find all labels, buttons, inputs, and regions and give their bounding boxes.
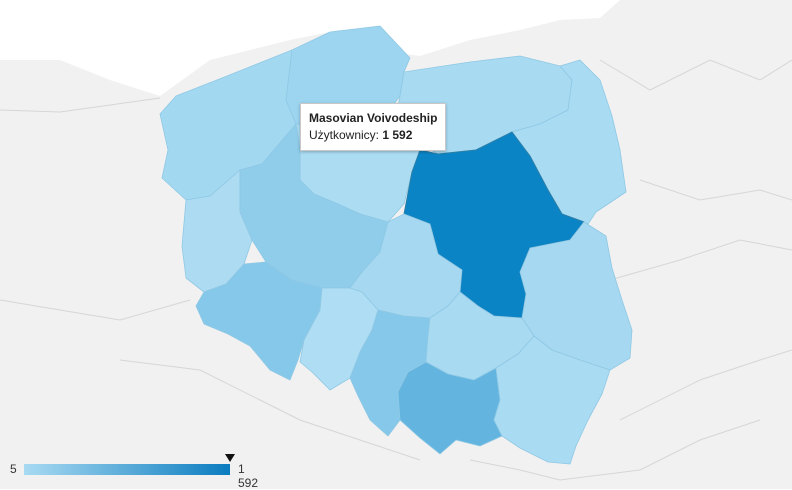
border-czech-slovakia — [119, 359, 421, 461]
border-lithuania — [599, 59, 792, 91]
legend-max-label: 1 592 — [238, 462, 259, 490]
legend-value-marker-icon — [225, 454, 235, 462]
border-slovakia-hungary — [469, 419, 761, 481]
region-lesser-poland[interactable] — [397, 361, 503, 455]
border-germany-north — [0, 97, 161, 113]
region-tooltip: Masovian Voivodeship Użytkownicy: 1 592 — [300, 103, 447, 151]
border-ukraine-south — [619, 349, 792, 421]
tooltip-title: Masovian Voivodeship — [309, 111, 438, 125]
region-subcarpathian[interactable] — [493, 335, 611, 465]
tooltip-metric-value: 1 592 — [382, 128, 413, 142]
legend-min-label: 5 — [10, 462, 17, 476]
legend-gradient-bar — [24, 464, 230, 475]
tooltip-metric-row: Użytkownicy: 1 592 — [309, 127, 437, 144]
border-ukraine-north — [609, 239, 792, 281]
region-lower-silesian[interactable] — [195, 261, 323, 381]
border-belarus — [639, 179, 792, 201]
tooltip-metric-label: Użytkownicy: — [309, 128, 380, 142]
border-germany-czech — [0, 299, 191, 321]
baltic-sea — [0, 0, 620, 96]
